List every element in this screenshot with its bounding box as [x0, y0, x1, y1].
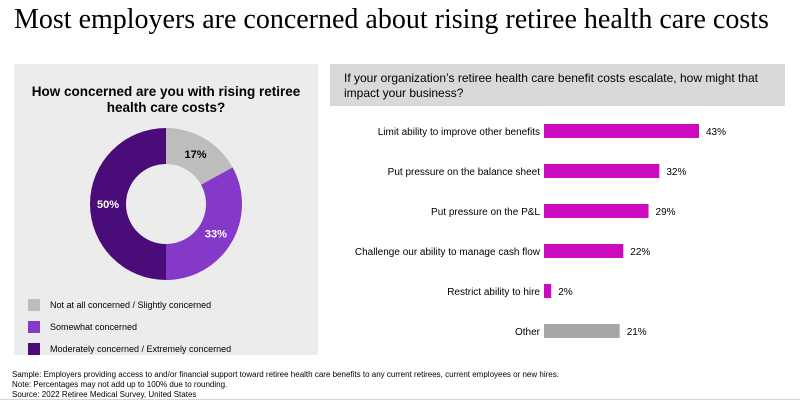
bar-value-label: 22% [630, 247, 650, 258]
bottom-divider [0, 399, 800, 400]
bar-value-label: 2% [558, 287, 573, 298]
bar-category-label: Put pressure on the P&L [431, 207, 540, 218]
bar-challenge-our-ability-to-manage-cash-flow [544, 244, 624, 258]
bar-put-pressure-on-the-balance-sheet [544, 164, 660, 178]
legend-swatch-slightly-concerned [28, 299, 40, 311]
donut-chart-title: How concerned are you with rising retire… [31, 84, 301, 115]
bar-put-pressure-on-the-p-l [544, 204, 649, 218]
bar-restrict-ability-to-hire [544, 284, 552, 298]
bar-other [544, 324, 620, 338]
bar-limit-ability-to-improve-other-benefits [544, 124, 699, 138]
legend-label-slightly-concerned: Not at all concerned / Slightly concerne… [50, 300, 212, 310]
bar-value-label: 32% [666, 167, 686, 178]
legend-swatch-extremely-concerned [28, 343, 40, 355]
footnote-sample: Sample: Employers providing access to an… [12, 370, 559, 379]
bar-value-label: 43% [706, 127, 726, 138]
bar-category-label: Other [515, 327, 541, 338]
bar-value-label: 29% [656, 207, 676, 218]
donut-value-label: 17% [185, 149, 207, 161]
bar-chart: Limit ability to improve other benefits 4… [355, 124, 726, 338]
bar-value-label: 21% [627, 327, 647, 338]
bar-category-label: Challenge our ability to manage cash flo… [355, 247, 541, 258]
donut-chart-panel: How concerned are you with rising retire… [14, 64, 318, 355]
bar-category-label: Limit ability to improve other benefits [378, 127, 540, 138]
legend-item-extremely-concerned: Moderately concerned / Extremely concern… [28, 338, 231, 360]
donut-value-label: 33% [205, 229, 227, 241]
donut-slice-moderately-concerned-extremely-concerned [90, 128, 166, 280]
legend-swatch-somewhat-concerned [28, 321, 40, 333]
donut-legend: Not at all concerned / Slightly concerne… [28, 294, 231, 360]
donut-chart: 17% 33% 50% [90, 128, 242, 280]
donut-slice-not-at-all-concerned-slightly-concerned [166, 128, 233, 185]
legend-item-somewhat-concerned: Somewhat concerned [28, 316, 231, 338]
bar-category-label: Put pressure on the balance sheet [388, 167, 541, 178]
legend-label-somewhat-concerned: Somewhat concerned [50, 322, 138, 332]
legend-label-extremely-concerned: Moderately concerned / Extremely concern… [50, 344, 232, 354]
footnote-note: Note: Percentages may not add up to 100%… [12, 380, 228, 389]
footnotes: Sample: Employers providing access to an… [12, 370, 559, 400]
donut-slice-somewhat-concerned [166, 167, 242, 280]
donut-value-label: 50% [97, 199, 119, 211]
bar-chart-title: If your organization’s retiree health ca… [330, 64, 785, 106]
legend-item-slightly-concerned: Not at all concerned / Slightly concerne… [28, 294, 231, 316]
footnote-source: Source: 2022 Retiree Medical Survey, Uni… [12, 390, 197, 399]
bar-category-label: Restrict ability to hire [447, 287, 540, 298]
page-title: Most employers are concerned about risin… [14, 4, 769, 35]
